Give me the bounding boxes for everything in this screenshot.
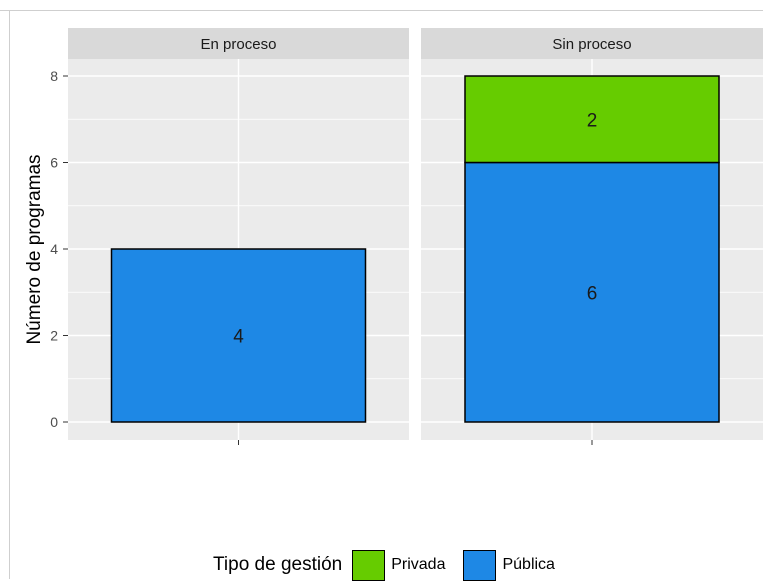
bar-sin-proceso-publica bbox=[464, 161, 720, 423]
faceted-bar-chart: Número de programas 0 2 4 6 8 En proceso 4 Sin p… bbox=[24, 28, 763, 445]
figure-frame-top bbox=[0, 10, 763, 11]
y-tick-label-0: 0 bbox=[50, 414, 58, 430]
y-tick-label-8: 8 bbox=[50, 68, 58, 84]
y-axis-title: Número de programas bbox=[24, 154, 45, 344]
y-tick-label-4: 4 bbox=[50, 241, 58, 257]
legend-key-privada bbox=[352, 549, 386, 581]
bar-sin-proceso-privada bbox=[464, 75, 720, 164]
y-tick-label-6: 6 bbox=[50, 155, 58, 171]
data-label-en-proceso-publica: 4 bbox=[233, 327, 244, 348]
bar-en-proceso-publica bbox=[110, 248, 367, 423]
facet-label-sin-proceso: Sin proceso bbox=[552, 36, 631, 53]
y-tick-label-2: 2 bbox=[50, 328, 58, 344]
legend-title: Tipo de gestión bbox=[213, 554, 343, 575]
data-label-sin-proceso-privada: 2 bbox=[587, 110, 598, 131]
facet-strip-sin-proceso bbox=[421, 28, 763, 59]
legend-key-publica bbox=[463, 549, 497, 581]
legend-label-privada: Privada bbox=[391, 556, 446, 573]
legend: Tipo de gestión Privada Pública bbox=[213, 547, 573, 583]
facet-label-en-proceso: En proceso bbox=[201, 36, 277, 53]
data-label-sin-proceso-publica: 6 bbox=[587, 283, 598, 304]
figure-frame-left bbox=[9, 10, 10, 579]
facet-strip-en-proceso bbox=[68, 28, 409, 59]
legend-label-publica: Pública bbox=[502, 556, 555, 573]
